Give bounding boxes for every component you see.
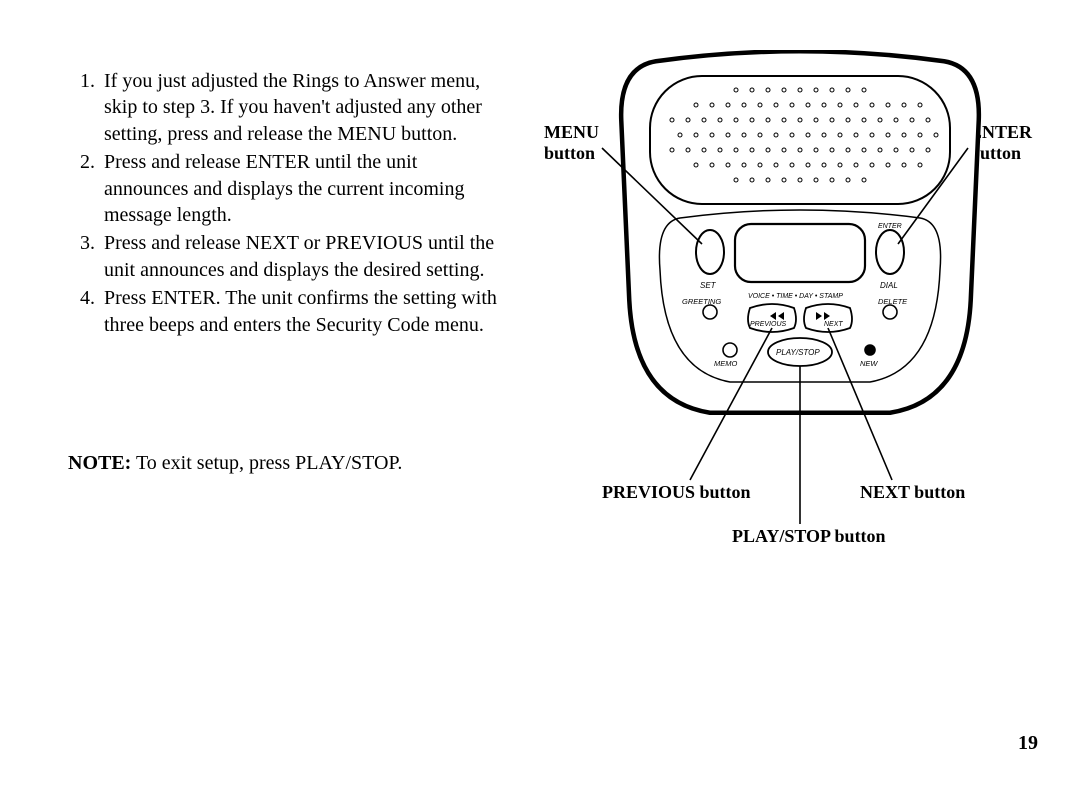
label-greeting: GREETING xyxy=(682,297,721,306)
instruction-item: Press and release NEXT or PREVIOUS until… xyxy=(100,230,498,283)
btn-memo xyxy=(723,343,737,357)
device-diagram: MENU button ENTER button PREVIOUS button… xyxy=(540,50,1040,570)
btn-greeting xyxy=(703,305,717,319)
page: If you just adjusted the Rings to Answer… xyxy=(0,0,1080,785)
speaker-area xyxy=(650,76,950,204)
right-oval-button xyxy=(876,230,904,274)
left-oval-button xyxy=(696,230,724,274)
btn-delete xyxy=(883,305,897,319)
lcd-window xyxy=(735,224,865,282)
label-playstop: PLAY/STOP xyxy=(776,348,820,357)
note-text: To exit setup, press PLAY/STOP. xyxy=(131,452,402,474)
label-new: NEW xyxy=(860,359,878,368)
device-svg: ENTER SET DIAL GREETING DELETE VOICE • T… xyxy=(540,50,1040,570)
instructions-block: If you just adjusted the Rings to Answer… xyxy=(68,68,498,340)
instruction-item: If you just adjusted the Rings to Answer… xyxy=(100,68,498,147)
note-label: NOTE: xyxy=(68,452,131,474)
label-previous: PREVIOUS xyxy=(750,321,787,328)
label-memo: MEMO xyxy=(714,359,737,368)
label-next: NEXT xyxy=(824,321,843,328)
page-number: 19 xyxy=(1018,732,1038,755)
instructions-list: If you just adjusted the Rings to Answer… xyxy=(68,68,498,338)
device-body-group: ENTER SET DIAL GREETING DELETE VOICE • T… xyxy=(622,52,978,412)
label-delete: DELETE xyxy=(878,297,908,306)
note-block: NOTE: To exit setup, press PLAY/STOP. xyxy=(68,452,498,475)
btn-new xyxy=(865,345,875,355)
label-enter-small: ENTER xyxy=(878,223,902,230)
label-set: SET xyxy=(700,281,717,290)
label-voice-stamp: VOICE • TIME • DAY • STAMP xyxy=(748,293,843,300)
label-dial: DIAL xyxy=(880,281,898,290)
instruction-item: Press ENTER. The unit confirms the setti… xyxy=(100,285,498,338)
instruction-item: Press and release ENTER until the unit a… xyxy=(100,149,498,228)
